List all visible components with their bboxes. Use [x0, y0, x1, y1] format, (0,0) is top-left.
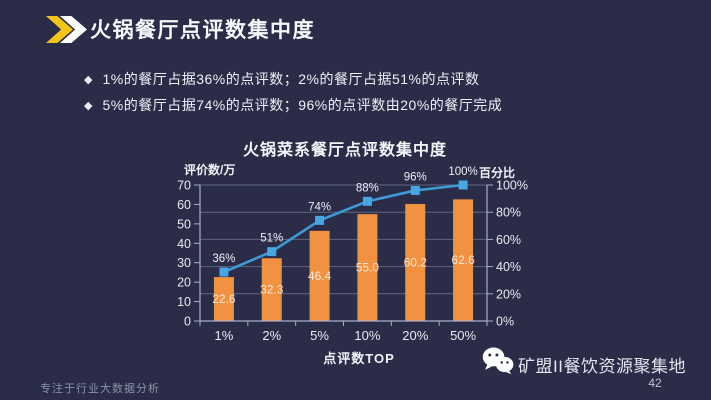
- bullet-item: ◆ 1%的餐厅占据36%的点评数；2%的餐厅占据51%的点评数: [84, 69, 502, 89]
- y-tick-label-left: 10: [177, 295, 191, 309]
- diamond-bullet-icon: ◆: [84, 73, 93, 86]
- pct-label: 51%: [260, 233, 283, 245]
- y-tick-label-left: 40: [177, 237, 191, 251]
- bullet-item: ◆ 5%的餐厅占据74%的点评数；96%的点评数由20%的餐厅完成: [84, 95, 502, 115]
- y-tick-label-right: 100%: [496, 179, 528, 193]
- line-marker: [410, 185, 420, 195]
- x-tick-label: 50%: [450, 328, 476, 343]
- y-tick-label-left: 20: [177, 276, 191, 290]
- diamond-bullet-icon: ◆: [84, 99, 93, 112]
- footer-account-name: 矿盟II餐饮资源聚集地: [518, 357, 686, 376]
- left-axis-unit-label: 评价数/万: [184, 163, 236, 177]
- x-tick-label: 20%: [402, 328, 428, 343]
- line-marker: [315, 215, 325, 225]
- line-marker: [362, 196, 372, 206]
- bar: [357, 214, 378, 321]
- y-tick-label-right: 80%: [496, 206, 521, 220]
- y-tick-label-left: 0: [184, 315, 191, 329]
- line-marker: [267, 247, 277, 257]
- slide-title: 火锅餐厅点评数集中度: [90, 19, 315, 42]
- bar: [405, 204, 426, 321]
- page-number: 42: [648, 376, 662, 390]
- y-tick-label-right: 20%: [496, 287, 521, 301]
- bar-value-label: 32.3: [260, 283, 284, 297]
- bar: [213, 277, 234, 321]
- bullet-list: ◆ 1%的餐厅占据36%的点评数；2%的餐厅占据51%的点评数 ◆ 5%的餐厅占…: [84, 69, 502, 121]
- line-marker: [219, 267, 229, 277]
- pct-label: 96%: [404, 171, 427, 183]
- y-tick-label-left: 30: [177, 256, 191, 270]
- bar-value-label: 62.6: [451, 253, 475, 267]
- chart-title: 火锅菜系餐厅点评数集中度: [242, 142, 447, 159]
- pct-label: 100%: [448, 166, 477, 178]
- bar: [453, 199, 474, 321]
- y-tick-label-right: 60%: [496, 233, 521, 247]
- y-tick-label-left: 50: [177, 217, 191, 231]
- right-axis-unit-label: 百分比: [479, 166, 516, 180]
- bar-value-label: 22.6: [212, 292, 236, 306]
- x-tick-label: 5%: [310, 328, 329, 343]
- y-tick-label-left: 60: [177, 198, 191, 212]
- x-tick-label: 2%: [262, 328, 281, 343]
- footer-tagline: 专注于行业大数据分析: [40, 383, 160, 395]
- bar: [309, 230, 330, 321]
- y-tick-label-right: 40%: [496, 260, 521, 274]
- x-tick-label: 1%: [215, 328, 234, 343]
- line-marker: [458, 180, 468, 190]
- bullet-text: 5%的餐厅占据74%的点评数；96%的点评数由20%的餐厅完成: [102, 97, 503, 113]
- bar-value-label: 46.4: [308, 269, 332, 283]
- bullet-text: 1%的餐厅占据36%的点评数；2%的餐厅占据51%的点评数: [102, 71, 480, 87]
- bar-value-label: 55.0: [356, 261, 380, 275]
- wechat-icon: [482, 347, 514, 375]
- y-tick-label-left: 70: [177, 179, 191, 193]
- pct-label: 36%: [212, 253, 235, 265]
- cumulative-line: [223, 183, 464, 274]
- x-tick-label: 10%: [354, 328, 380, 343]
- pct-label: 74%: [308, 201, 331, 213]
- bar: [261, 258, 282, 321]
- y-tick-label-right: 0%: [496, 315, 514, 329]
- bar-value-label: 60.2: [404, 256, 428, 270]
- x-axis-title: 点评数TOP: [323, 351, 395, 366]
- double-chevron-right-icon: [46, 16, 94, 43]
- pct-label: 88%: [356, 182, 379, 194]
